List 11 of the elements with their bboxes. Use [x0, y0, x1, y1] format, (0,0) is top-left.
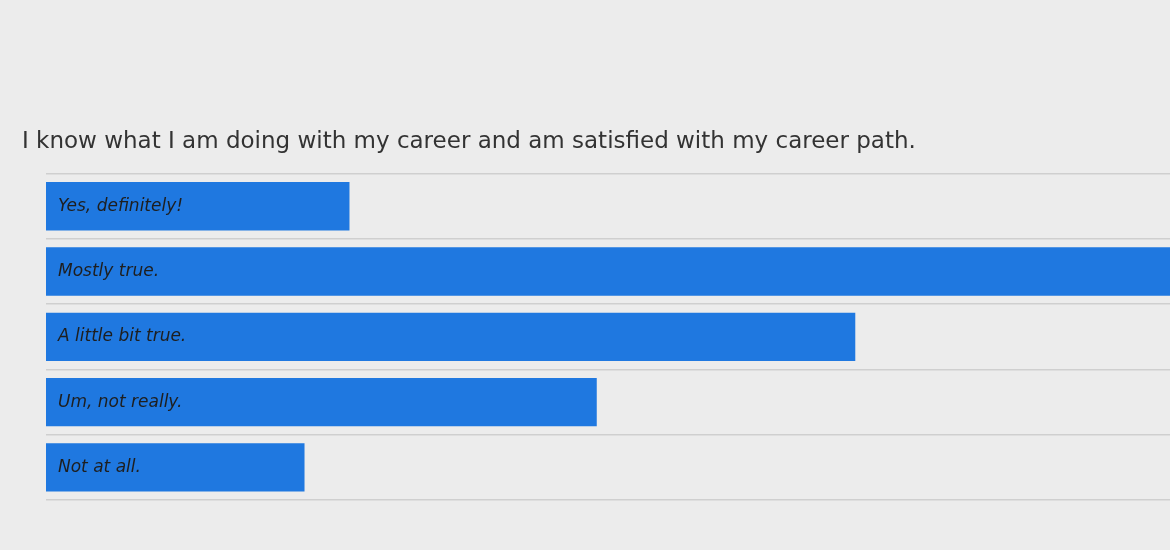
bar — [46, 247, 1170, 296]
chart-title: I know what I am doing with my career and am satisfied with my career path. — [22, 126, 916, 153]
y-tick-label: A little bit true. — [57, 325, 187, 346]
y-tick-label: Not at all. — [58, 455, 141, 476]
y-tick-label: Mostly true. — [58, 259, 160, 280]
bar — [46, 377, 597, 427]
bar — [46, 312, 856, 361]
bar — [46, 443, 305, 492]
y-tick-label: Yes, definitely! — [58, 194, 184, 215]
y-tick-label: Um, not really. — [58, 390, 183, 411]
bar — [46, 182, 350, 231]
